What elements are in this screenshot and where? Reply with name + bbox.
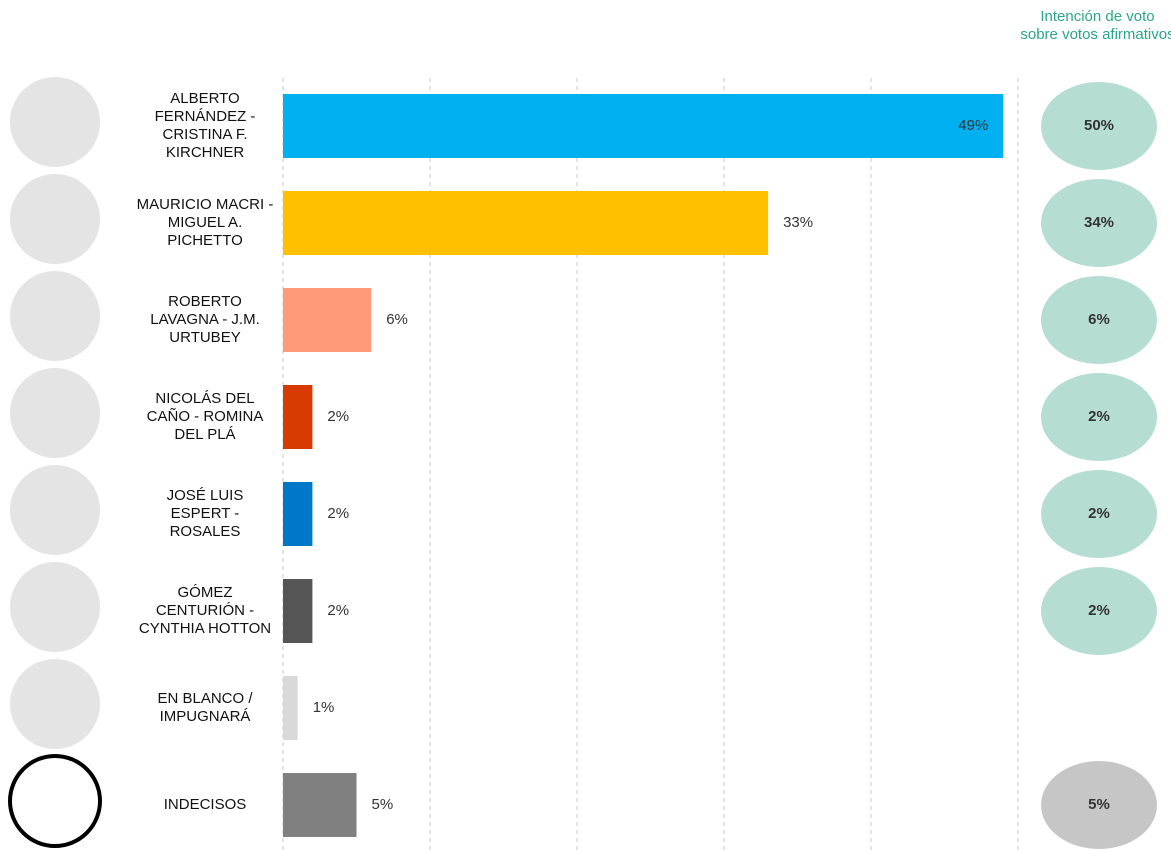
value-label: 6% bbox=[386, 311, 408, 328]
affirmative-label: 50% bbox=[1084, 117, 1114, 134]
value-label: 49% bbox=[958, 117, 988, 134]
affirmative-bubble bbox=[1041, 179, 1157, 267]
bar bbox=[283, 94, 1004, 158]
candidate-photo bbox=[10, 465, 100, 555]
candidate-photo bbox=[8, 754, 102, 848]
affirmative-label: 2% bbox=[1088, 505, 1110, 522]
category-label: MAURICIO MACRI - MIGUEL A. PICHETTO bbox=[136, 196, 274, 249]
side-title: Intención de voto sobre votos afirmativo… bbox=[1020, 8, 1171, 43]
bar bbox=[283, 288, 372, 352]
bar bbox=[283, 773, 357, 837]
affirmative-label: 2% bbox=[1088, 602, 1110, 619]
affirmative-bubble bbox=[1041, 567, 1157, 655]
category-label: INDECISOS bbox=[163, 796, 247, 813]
value-label: 33% bbox=[783, 214, 813, 231]
candidate-photo bbox=[10, 368, 100, 458]
category-label: GÓMEZ CENTURIÓN - CYNTHIA HOTTON bbox=[138, 584, 272, 637]
category-label: ROBERTO LAVAGNA - J.M. URTUBEY bbox=[150, 293, 260, 346]
category-label: EN BLANCO / IMPUGNARÁ bbox=[157, 690, 253, 725]
affirmative-label: 5% bbox=[1088, 796, 1110, 813]
category-label: JOSÉ LUIS ESPERT - ROSALES bbox=[166, 487, 244, 540]
affirmative-label: 2% bbox=[1088, 408, 1110, 425]
affirmative-bubble bbox=[1041, 373, 1157, 461]
category-label: ALBERTO FERNÁNDEZ - CRISTINA F. KIRCHNER bbox=[154, 90, 256, 161]
candidate-photo bbox=[10, 659, 100, 749]
value-label: 2% bbox=[327, 408, 349, 425]
value-label: 2% bbox=[327, 602, 349, 619]
bar bbox=[283, 579, 313, 643]
affirmative-bubble bbox=[1041, 276, 1157, 364]
affirmative-bubble bbox=[1041, 761, 1157, 849]
category-label: NICOLÁS DEL CAÑO - ROMINA DEL PLÁ bbox=[146, 390, 264, 443]
candidate-photo bbox=[10, 77, 100, 167]
value-label: 5% bbox=[372, 796, 394, 813]
value-label: 1% bbox=[313, 699, 335, 716]
bar bbox=[283, 191, 769, 255]
candidate-photo bbox=[10, 174, 100, 264]
candidate-photo bbox=[10, 562, 100, 652]
value-label: 2% bbox=[327, 505, 349, 522]
bar bbox=[283, 482, 313, 546]
bar bbox=[283, 385, 313, 449]
affirmative-label: 6% bbox=[1088, 311, 1110, 328]
candidate-photo bbox=[10, 271, 100, 361]
affirmative-bubble bbox=[1041, 470, 1157, 558]
affirmative-bubble bbox=[1041, 82, 1157, 170]
bar bbox=[283, 676, 298, 740]
affirmative-label: 34% bbox=[1084, 214, 1114, 231]
